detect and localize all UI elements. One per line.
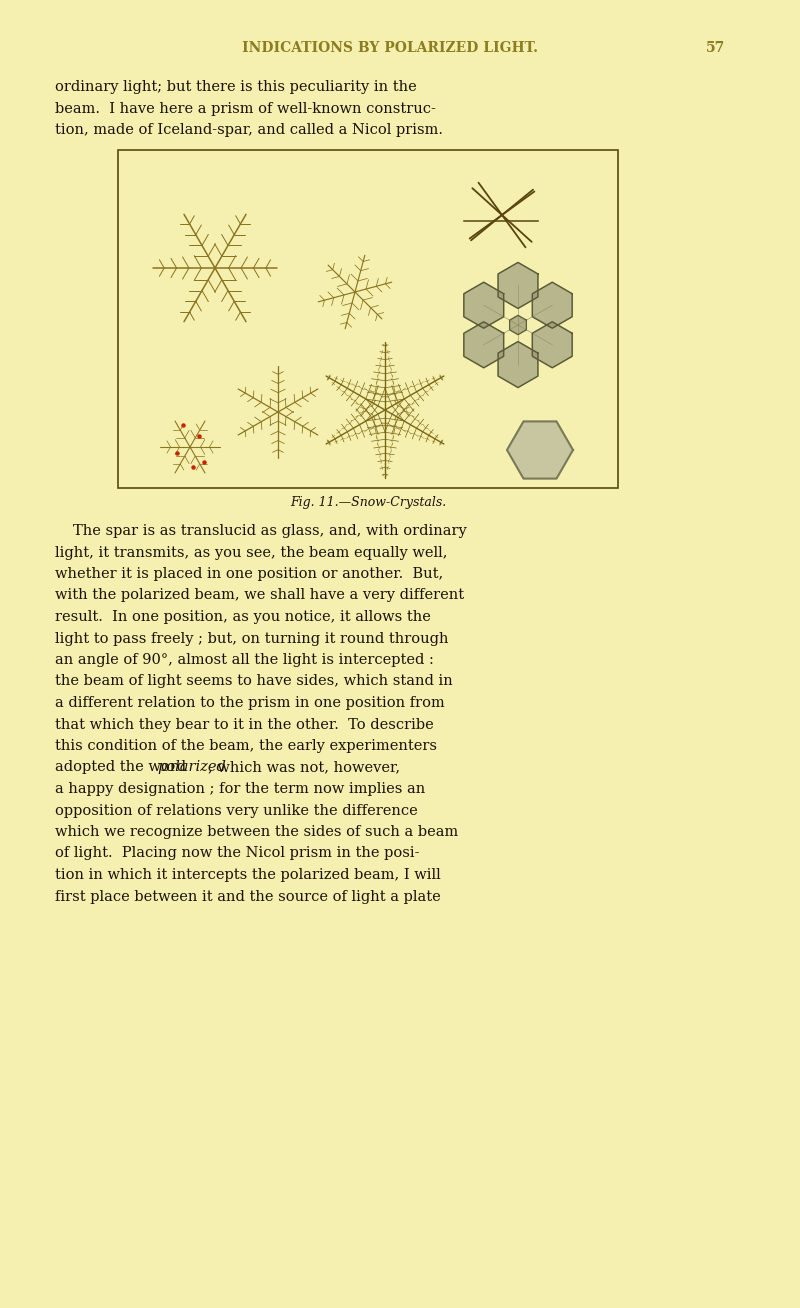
Text: adopted the word: adopted the word — [55, 760, 190, 774]
Text: beam.  I have here a prism of well-known construc-: beam. I have here a prism of well-known … — [55, 102, 436, 115]
Text: light, it transmits, as you see, the beam equally well,: light, it transmits, as you see, the bea… — [55, 545, 447, 560]
Text: light to pass freely ; but, on turning it round through: light to pass freely ; but, on turning i… — [55, 632, 449, 646]
Text: which we recognize between the sides of such a beam: which we recognize between the sides of … — [55, 825, 458, 838]
Text: result.  In one position, as you notice, it allows the: result. In one position, as you notice, … — [55, 610, 431, 624]
Text: , which was not, however,: , which was not, however, — [208, 760, 400, 774]
Text: first place between it and the source of light a plate: first place between it and the source of… — [55, 889, 441, 904]
Text: that which they bear to it in the other.  To describe: that which they bear to it in the other.… — [55, 718, 434, 731]
Polygon shape — [498, 341, 538, 387]
Text: 57: 57 — [706, 41, 725, 55]
Polygon shape — [510, 315, 526, 335]
Text: tion, made of Iceland-spar, and called a Nicol prism.: tion, made of Iceland-spar, and called a… — [55, 123, 443, 137]
Polygon shape — [532, 283, 572, 328]
Bar — [118, 150, 618, 488]
Polygon shape — [498, 263, 538, 309]
Text: whether it is placed in one position or another.  But,: whether it is placed in one position or … — [55, 566, 443, 581]
Text: ordinary light; but there is this peculiarity in the: ordinary light; but there is this peculi… — [55, 80, 417, 94]
Text: the beam of light seems to have sides, which stand in: the beam of light seems to have sides, w… — [55, 675, 453, 688]
Text: The spar is as translucid as glass, and, with ordinary: The spar is as translucid as glass, and,… — [73, 525, 466, 538]
Text: Fig. 11.—Snow-Crystals.: Fig. 11.—Snow-Crystals. — [290, 496, 446, 509]
Polygon shape — [507, 421, 573, 479]
Text: of light.  Placing now the Nicol prism in the posi-: of light. Placing now the Nicol prism in… — [55, 846, 419, 861]
Text: a different relation to the prism in one position from: a different relation to the prism in one… — [55, 696, 445, 710]
Polygon shape — [464, 322, 504, 368]
Text: INDICATIONS BY POLARIZED LIGHT.: INDICATIONS BY POLARIZED LIGHT. — [242, 41, 538, 55]
Polygon shape — [532, 322, 572, 368]
Text: polarized: polarized — [158, 760, 226, 774]
Polygon shape — [464, 283, 504, 328]
Text: tion in which it intercepts the polarized beam, I will: tion in which it intercepts the polarize… — [55, 869, 441, 882]
Text: this condition of the beam, the early experimenters: this condition of the beam, the early ex… — [55, 739, 437, 753]
Text: a happy designation ; for the term now implies an: a happy designation ; for the term now i… — [55, 782, 426, 797]
Text: with the polarized beam, we shall have a very different: with the polarized beam, we shall have a… — [55, 589, 464, 603]
Text: an angle of 90°, almost all the light is intercepted :: an angle of 90°, almost all the light is… — [55, 653, 434, 667]
Text: opposition of relations very unlike the difference: opposition of relations very unlike the … — [55, 803, 418, 818]
